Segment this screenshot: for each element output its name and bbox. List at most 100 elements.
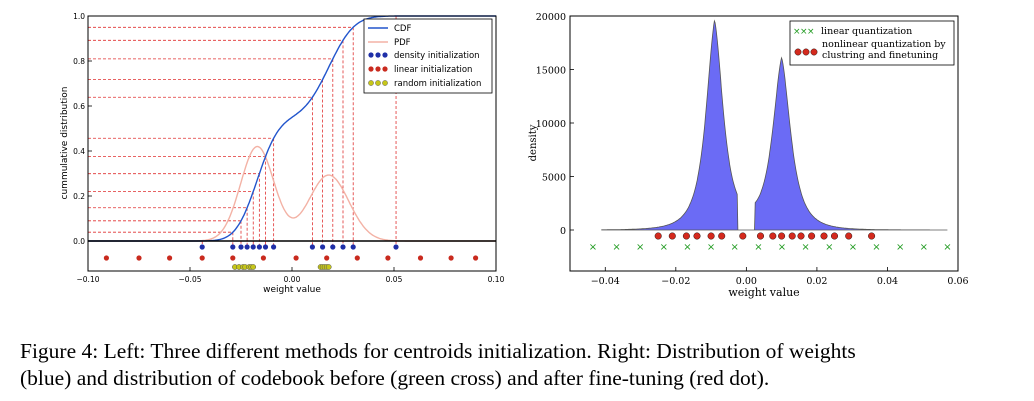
linear-initialization-point bbox=[473, 255, 479, 261]
left-x-axis-label: weight value bbox=[263, 285, 321, 295]
random-initialization-point bbox=[250, 264, 257, 270]
y-tick-label: 5000 bbox=[542, 173, 566, 184]
nonlinear-quantization-point bbox=[757, 232, 765, 240]
nonlinear-quantization-point bbox=[668, 232, 676, 240]
density-initialization-point bbox=[330, 244, 336, 250]
density-initialization-point bbox=[262, 244, 269, 250]
y-tick-label: 10000 bbox=[536, 119, 566, 130]
linear-quantization-point: × bbox=[636, 242, 644, 253]
legend-linear-quant-label: linear quantization bbox=[821, 26, 912, 37]
random-initialization-point bbox=[325, 264, 332, 270]
density-initialization-point bbox=[350, 244, 356, 250]
linear-initialization-point bbox=[385, 255, 391, 261]
nonlinear-quantization-point bbox=[820, 232, 828, 240]
legend-linear-swatch bbox=[368, 66, 388, 72]
figure-caption: Figure 4: Left: Three different methods … bbox=[20, 338, 1025, 392]
right-y-axis-label: density bbox=[528, 124, 539, 161]
x-tick-label: −0.04 bbox=[591, 276, 620, 287]
x-tick-label: 0.10 bbox=[488, 275, 505, 284]
density-initialization-point bbox=[238, 244, 244, 250]
figure-4: −0.10 −0.05 0.00 0.05 0.10 0.0 0.2 0.4 0.6 0.8 1.0… bbox=[60, 12, 969, 299]
linear-initialization-point bbox=[448, 255, 454, 261]
left-legend: CDF PDF density initialization linear in… bbox=[363, 18, 493, 94]
svg-text:×: × bbox=[807, 27, 815, 37]
legend-random-label: random initialization bbox=[394, 79, 481, 89]
linear-quantization-point: × bbox=[920, 242, 928, 253]
density-initialization-point bbox=[393, 244, 399, 250]
nonlinear-quantization-point bbox=[739, 232, 747, 240]
linear-quantization-point: × bbox=[589, 242, 597, 253]
linear-quantization-point: × bbox=[943, 242, 951, 253]
linear-initialization-point bbox=[354, 255, 360, 261]
y-tick-label: 0.8 bbox=[73, 57, 85, 66]
legend-nonlinear-label-line1: nonlinear quantization by bbox=[822, 39, 946, 50]
right-chart: × × × × × × × × × × × × × × × × −0.04 −0.02 0.00 0.02 0.04 0… bbox=[528, 12, 969, 299]
right-plot-frame bbox=[569, 15, 959, 272]
legend-nonlinear-label: nonlinear quantization by clustring and … bbox=[822, 39, 949, 61]
nonlinear-quantization-point bbox=[682, 232, 690, 240]
nonlinear-quantization-point bbox=[831, 232, 839, 240]
left-initialization-points bbox=[103, 244, 479, 270]
pdf-curve bbox=[88, 145, 496, 242]
left-guide-lines bbox=[88, 15, 397, 248]
right-legend-box bbox=[789, 20, 955, 66]
y-tick-label: 0.0 bbox=[73, 237, 85, 246]
density-initialization-point bbox=[250, 244, 256, 250]
linear-quantization-point: × bbox=[731, 242, 739, 253]
linear-quantization-point: × bbox=[683, 242, 691, 253]
linear-quantization-point: × bbox=[754, 242, 762, 253]
density-initialization-point bbox=[340, 244, 346, 250]
right-legend: × × × linear quantization nonlinear quanti… bbox=[789, 20, 955, 66]
linear-initialization-point bbox=[324, 255, 330, 261]
y-tick-label: 0 bbox=[560, 226, 566, 237]
nonlinear-quantization-point bbox=[788, 232, 796, 240]
linear-quantization-point: × bbox=[801, 242, 809, 253]
linear-initialization-point bbox=[417, 255, 424, 261]
x-tick-label: 0.06 bbox=[947, 276, 968, 287]
x-tick-label: 0.02 bbox=[806, 276, 827, 287]
legend-nonlinear-swatch bbox=[794, 48, 818, 56]
nonlinear-quantization-point bbox=[778, 232, 786, 240]
y-tick-label: 0.2 bbox=[73, 192, 85, 201]
linear-quantization-point: × bbox=[612, 242, 620, 253]
linear-initialization-point bbox=[199, 255, 205, 261]
legend-density-swatch bbox=[368, 52, 388, 58]
x-tick-label: 0.05 bbox=[386, 275, 403, 284]
left-axis-ticks: −0.10 −0.05 0.00 0.05 0.10 0.0 0.2 0.4 0.6 0.8 1.0 bbox=[73, 12, 505, 284]
x-tick-label: −0.05 bbox=[179, 275, 202, 284]
left-chart: −0.10 −0.05 0.00 0.05 0.10 0.0 0.2 0.4 0.6 0.8 1.0… bbox=[60, 12, 505, 295]
y-tick-label: 15000 bbox=[536, 66, 566, 77]
x-tick-label: 0.00 bbox=[736, 276, 757, 287]
linear-quantization-point: × bbox=[872, 242, 880, 253]
svg-text:×: × bbox=[800, 27, 808, 37]
legend-cdf-label: CDF bbox=[394, 24, 411, 34]
linear-initialization-point bbox=[103, 255, 109, 261]
nonlinear-quantization-point bbox=[693, 232, 701, 240]
right-quantization-points: × × × × × × × × × × × × × × × × bbox=[589, 232, 952, 253]
y-tick-label: 0.6 bbox=[73, 102, 85, 111]
linear-initialization-point bbox=[167, 255, 173, 261]
nonlinear-quantization-point bbox=[654, 232, 662, 240]
linear-initialization-point bbox=[230, 255, 236, 261]
linear-quantization-point: × bbox=[707, 242, 715, 253]
x-tick-label: 0.00 bbox=[284, 275, 301, 284]
y-tick-label: 0.4 bbox=[73, 147, 85, 156]
caption-line-1: Figure 4: Left: Three different methods … bbox=[20, 339, 856, 363]
weight-distribution-area bbox=[601, 19, 948, 231]
density-initialization-point bbox=[199, 244, 205, 250]
legend-nonlinear-label-line2: clustring and finetuning bbox=[822, 50, 938, 61]
right-axis-ticks: −0.04 −0.02 0.00 0.02 0.04 0.06 0 5000 10000 1500… bbox=[536, 12, 969, 287]
density-initialization-point bbox=[230, 244, 236, 250]
left-y-axis-label: cummulative distribution bbox=[60, 87, 70, 200]
linear-initialization-point bbox=[136, 255, 142, 261]
x-tick-label: −0.10 bbox=[77, 275, 100, 284]
linear-initialization-point bbox=[293, 255, 299, 261]
legend-linear-label: linear initialization bbox=[394, 65, 472, 75]
y-tick-label: 1.0 bbox=[73, 12, 85, 21]
nonlinear-quantization-point bbox=[808, 232, 816, 240]
density-initialization-point bbox=[244, 244, 250, 250]
nonlinear-quantization-point bbox=[769, 232, 777, 240]
nonlinear-quantization-point bbox=[797, 232, 805, 240]
linear-quantization-point: × bbox=[778, 242, 786, 253]
nonlinear-quantization-point bbox=[707, 232, 715, 240]
